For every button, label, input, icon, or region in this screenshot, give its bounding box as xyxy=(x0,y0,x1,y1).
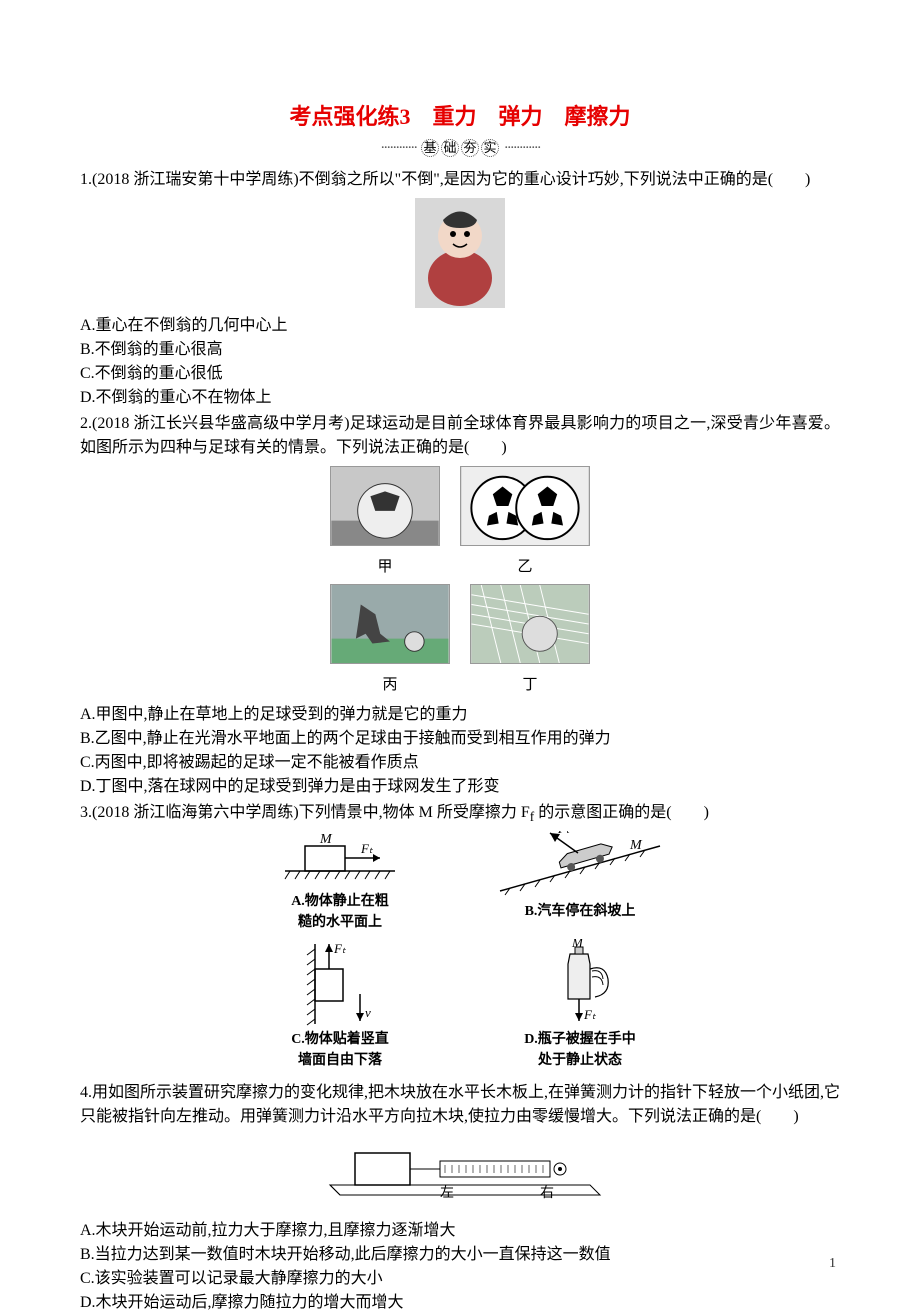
q4-opt-c: C.该实验装置可以记录最大静摩擦力的大小 xyxy=(80,1267,840,1291)
dots-right: ············ xyxy=(504,140,540,156)
q2-images-row2: 丙 丁 xyxy=(80,584,840,697)
q4-options: A.木块开始运动前,拉力大于摩擦力,且摩擦力逐渐增大 B.当拉力达到某一数值时木… xyxy=(80,1219,840,1315)
q2-opt-b: B.乙图中,静止在光滑水平地面上的两个足球由于接触而受到相互作用的弹力 xyxy=(80,727,840,751)
q3-cell-d: M Fₜ D.瓶子被握在手中 处于静止状态 xyxy=(460,939,700,1071)
question-4: 4.用如图所示装置研究摩擦力的变化规律,把木块放在水平长木板上,在弹簧测力计的指… xyxy=(80,1081,840,1315)
svg-text:左: 左 xyxy=(440,1185,454,1201)
q3-cell-b: M Fₜ B.汽车停在斜坡上 xyxy=(460,831,700,933)
q3-cell-c: Fₜ v C.物体贴着竖直 墙面自由下落 xyxy=(220,939,460,1071)
svg-text:右: 右 xyxy=(540,1185,554,1201)
page-number: 1 xyxy=(829,1253,836,1274)
svg-text:v: v xyxy=(365,1005,371,1020)
page-title: 考点强化练3 重力 弹力 摩擦力 xyxy=(80,100,840,133)
q2-cap-yi: 乙 xyxy=(460,556,590,579)
svg-text:M: M xyxy=(629,838,643,853)
svg-text:M: M xyxy=(571,939,584,950)
q2-opt-c: C.丙图中,即将被踢起的足球一定不能被看作质点 xyxy=(80,751,840,775)
q1-stem: 1.(2018 浙江瑞安第十中学周练)不倒翁之所以"不倒",是因为它的重心设计巧… xyxy=(80,168,840,192)
dots-left: ············ xyxy=(380,140,416,156)
q2-img-jia xyxy=(330,466,440,546)
q4-opt-a: A.木块开始运动前,拉力大于摩擦力,且摩擦力逐渐增大 xyxy=(80,1219,840,1243)
q1-opt-c: C.不倒翁的重心很低 xyxy=(80,362,840,386)
q2-cap-jia: 甲 xyxy=(330,556,440,579)
q4-apparatus: 左 右 xyxy=(310,1135,610,1205)
svg-text:M: M xyxy=(319,832,333,847)
q2-img-ding xyxy=(470,584,590,664)
q2-images-row1: 甲 乙 xyxy=(80,466,840,579)
tumbler-image xyxy=(415,198,505,308)
subtitle-core: 基础夯实 xyxy=(420,137,500,160)
q1-opt-a: A.重心在不倒翁的几何中心上 xyxy=(80,314,840,338)
q3-stem: 3.(2018 浙江临海第六中学周练)下列情景中,物体 M 所受摩擦力 Ff 的… xyxy=(80,801,840,827)
question-2: 2.(2018 浙江长兴县华盛高级中学月考)足球运动是目前全球体育界最具影响力的… xyxy=(80,412,840,799)
q3-diagram-grid: M Fₜ A.物体静止在粗 糙的水平面上 M Fₜ xyxy=(210,831,710,1077)
q2-stem: 2.(2018 浙江长兴县华盛高级中学月考)足球运动是目前全球体育界最具影响力的… xyxy=(80,412,840,460)
q2-cap-bing: 丙 xyxy=(330,674,450,697)
q2-options: A.甲图中,静止在草地上的足球受到的弹力就是它的重力 B.乙图中,静止在光滑水平… xyxy=(80,703,840,799)
svg-text:Fₜ: Fₜ xyxy=(333,941,347,956)
svg-text:Fₜ: Fₜ xyxy=(557,831,571,836)
q2-img-yi xyxy=(460,466,590,546)
q3-cell-a: M Fₜ A.物体静止在粗 糙的水平面上 xyxy=(220,831,460,933)
q1-opt-b: B.不倒翁的重心很高 xyxy=(80,338,840,362)
q1-options: A.重心在不倒翁的几何中心上 B.不倒翁的重心很高 C.不倒翁的重心很低 D.不… xyxy=(80,314,840,410)
svg-text:Fₜ: Fₜ xyxy=(583,1007,597,1022)
q2-img-bing xyxy=(330,584,450,664)
q4-opt-d: D.木块开始运动后,摩擦力随拉力的增大而增大 xyxy=(80,1291,840,1315)
question-1: 1.(2018 浙江瑞安第十中学周练)不倒翁之所以"不倒",是因为它的重心设计巧… xyxy=(80,168,840,410)
q2-opt-d: D.丁图中,落在球网中的足球受到弹力是由于球网发生了形变 xyxy=(80,775,840,799)
question-3: 3.(2018 浙江临海第六中学周练)下列情景中,物体 M 所受摩擦力 Ff 的… xyxy=(80,801,840,1077)
q2-cap-ding: 丁 xyxy=(470,674,590,697)
q2-opt-a: A.甲图中,静止在草地上的足球受到的弹力就是它的重力 xyxy=(80,703,840,727)
q1-opt-d: D.不倒翁的重心不在物体上 xyxy=(80,386,840,410)
q4-opt-b: B.当拉力达到某一数值时木块开始移动,此后摩擦力的大小一直保持这一数值 xyxy=(80,1243,840,1267)
section-subtitle: ············ 基础夯实 ············ xyxy=(80,137,840,160)
svg-text:Fₜ: Fₜ xyxy=(360,841,374,856)
q4-stem: 4.用如图所示装置研究摩擦力的变化规律,把木块放在水平长木板上,在弹簧测力计的指… xyxy=(80,1081,840,1129)
